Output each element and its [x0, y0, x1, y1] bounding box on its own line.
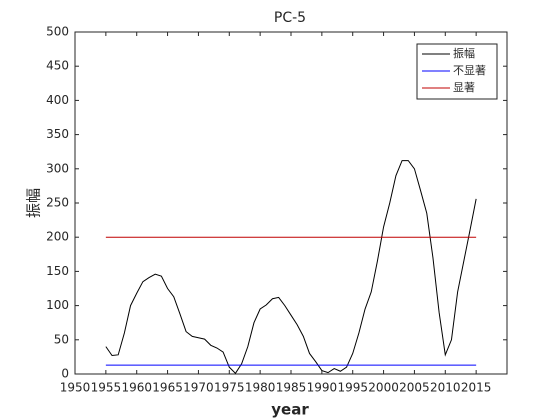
y-tick-label: 400: [46, 93, 69, 107]
x-tick-label: 2015: [461, 381, 492, 395]
x-tick-label: 1985: [276, 381, 307, 395]
y-tick-label: 100: [46, 298, 69, 312]
y-tick-label: 350: [46, 127, 69, 141]
y-tick-label: 250: [46, 196, 69, 210]
x-tick-label: 1975: [214, 381, 245, 395]
chart-title: PC-5: [274, 10, 306, 26]
y-tick-label: 450: [46, 59, 69, 73]
x-tick-label: 1960: [121, 381, 152, 395]
x-axis-label: year: [271, 401, 309, 419]
x-tick-label: 1995: [337, 381, 368, 395]
y-tick-label: 150: [46, 264, 69, 278]
x-tick-label: 1970: [183, 381, 214, 395]
x-tick-label: 2005: [399, 381, 430, 395]
y-tick-label: 50: [54, 332, 69, 346]
x-tick-label: 1955: [91, 381, 122, 395]
y-axis-label: 振幅: [25, 188, 43, 218]
x-tick-label: 2000: [368, 381, 399, 395]
data-line: [105, 160, 477, 375]
y-tick-label: 200: [46, 230, 69, 244]
y-tick-label: 300: [46, 161, 69, 175]
y-tick-label: 0: [61, 367, 69, 381]
y-tick-label: 500: [46, 25, 69, 39]
x-tick-label: 1965: [152, 381, 183, 395]
x-tick-label: 1980: [245, 381, 276, 395]
x-tick-label: 1990: [307, 381, 338, 395]
x-tick-label: 1950: [60, 381, 91, 395]
legend-label: 显著: [453, 80, 475, 94]
x-tick-label: 2010: [430, 381, 461, 395]
legend-label: 不显著: [453, 63, 486, 77]
legend-label: 振幅: [453, 46, 475, 60]
